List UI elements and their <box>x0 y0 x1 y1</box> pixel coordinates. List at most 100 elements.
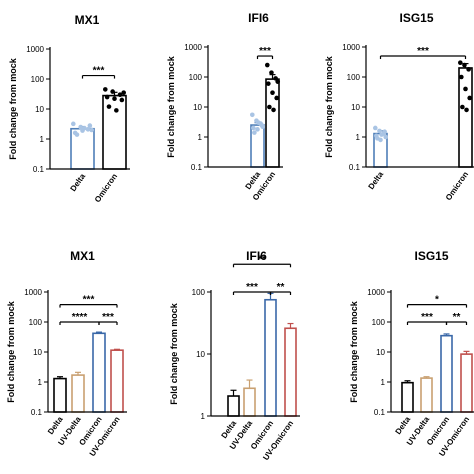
data-point <box>255 127 260 132</box>
bar-uv-delta <box>420 377 433 413</box>
y-axis-label: Fold change from mock <box>349 300 359 403</box>
y-tick-label: 1000 <box>367 288 385 297</box>
data-point <box>265 62 270 68</box>
data-point <box>85 127 91 132</box>
chart-title: MX1 <box>70 249 95 263</box>
data-point <box>377 128 382 134</box>
data-point <box>466 67 471 72</box>
data-point <box>103 87 108 92</box>
x-tick-label: Omicron <box>444 170 470 202</box>
data-point <box>82 125 87 131</box>
y-tick-label: 0.1 <box>33 165 45 174</box>
bar-uv-omicron <box>460 353 473 413</box>
y-tick-label: 1 <box>38 378 43 387</box>
bar-omicron <box>458 67 473 168</box>
data-point <box>110 89 115 94</box>
data-point <box>375 136 380 141</box>
y-tick-label: 1 <box>381 378 386 387</box>
y-tick-label: 100 <box>31 75 45 84</box>
chart-title: IFI6 <box>246 249 267 263</box>
chart-title: ISG15 <box>399 11 433 25</box>
x-tick-label: Delta <box>394 415 413 437</box>
y-tick-label: 100 <box>347 73 361 82</box>
bar-uv-delta <box>71 374 85 413</box>
data-point <box>252 130 257 135</box>
y-axis-label: Fold change from mock <box>166 55 176 158</box>
y-tick-label: 10 <box>376 348 385 357</box>
data-point <box>464 107 469 113</box>
y-tick-label: 0.1 <box>31 408 43 417</box>
data-point <box>459 74 464 80</box>
significance-label: *** <box>417 46 429 57</box>
y-tick-label: 0.1 <box>349 163 361 172</box>
y-tick-label: 1 <box>201 412 206 421</box>
data-point <box>273 76 278 81</box>
chart-panel-6: ISG15 Fold change from mock 0.1 1 10 100 1000 D… <box>349 249 474 458</box>
significance-label: ** <box>258 254 266 265</box>
chart-panel-3: ISG15 Fold change from mock 0.1 1 10 100 1000 D… <box>324 11 474 202</box>
bar-uv-omicron <box>110 349 124 413</box>
chart-title: MX1 <box>75 13 100 27</box>
y-tick-label: 10 <box>351 103 360 112</box>
data-point <box>74 132 80 137</box>
y-tick-label: 1000 <box>184 43 202 52</box>
data-point <box>266 81 271 86</box>
x-tick-label: Delta <box>69 172 88 194</box>
bar-omicron <box>92 332 106 413</box>
chart-panel-1: MX1 Fold change from mock 0.1 1 10 100 1000 Del… <box>8 13 130 204</box>
data-point <box>104 94 110 100</box>
bar-uv-omicron <box>284 327 297 417</box>
y-tick-label: 1000 <box>24 288 42 297</box>
data-point <box>467 95 472 101</box>
y-tick-label: 10 <box>193 103 202 112</box>
significance-label: *** <box>259 46 271 57</box>
y-tick-label: 100 <box>192 288 206 297</box>
data-point <box>89 127 94 133</box>
y-axis-label: Fold change from mock <box>8 57 18 160</box>
data-point <box>250 112 255 118</box>
y-tick-label: 1000 <box>26 45 44 54</box>
significance-label: *** <box>102 312 114 323</box>
significance-label: *** <box>83 295 95 306</box>
y-tick-label: 10 <box>35 105 44 114</box>
chart-title: IFI6 <box>248 11 269 25</box>
bar-omicron <box>102 94 127 170</box>
y-tick-label: 10 <box>196 350 205 359</box>
significance-label: ** <box>453 312 461 323</box>
data-point <box>251 125 256 131</box>
data-point <box>119 97 125 103</box>
data-point <box>87 123 93 128</box>
data-point <box>121 90 126 95</box>
data-point <box>383 134 389 140</box>
data-point <box>275 79 281 84</box>
y-tick-label: 1000 <box>342 43 360 52</box>
chart-title: ISG15 <box>414 249 448 263</box>
y-tick-label: 100 <box>372 318 386 327</box>
y-tick-label: 1 <box>198 133 203 142</box>
data-point <box>112 96 117 102</box>
y-axis-label: Fold change from mock <box>169 302 179 405</box>
y-tick-label: 100 <box>29 318 43 327</box>
data-point <box>271 107 276 113</box>
bar-omicron <box>264 298 277 417</box>
y-tick-label: 1 <box>40 135 45 144</box>
y-tick-label: 100 <box>189 73 203 82</box>
y-axis-label: Fold change from mock <box>324 55 334 158</box>
significance-label: *** <box>93 66 105 77</box>
data-point <box>78 124 83 130</box>
data-point <box>117 92 123 97</box>
y-tick-label: 0.1 <box>374 408 386 417</box>
data-point <box>114 108 119 113</box>
y-tick-label: 0.1 <box>191 163 203 172</box>
data-point <box>270 90 275 95</box>
data-point <box>460 104 465 110</box>
data-point <box>379 132 384 137</box>
y-tick-label: 1 <box>356 133 361 142</box>
significance-label: *** <box>421 312 433 323</box>
significance-label: *** <box>246 282 258 293</box>
significance-label: ** <box>277 282 285 293</box>
